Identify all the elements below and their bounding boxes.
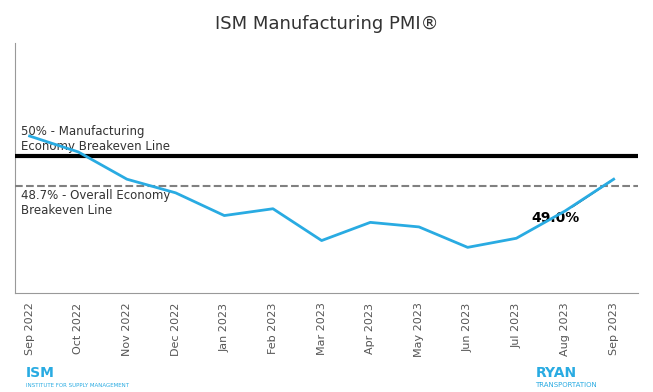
Text: 48.7% - Overall Economy
Breakeven Line: 48.7% - Overall Economy Breakeven Line bbox=[22, 189, 170, 218]
Text: RYAN: RYAN bbox=[535, 366, 577, 380]
Text: 49.0%: 49.0% bbox=[532, 181, 611, 225]
Title: ISM Manufacturing PMI®: ISM Manufacturing PMI® bbox=[215, 15, 438, 33]
Text: TRANSPORTATION: TRANSPORTATION bbox=[535, 382, 597, 388]
Text: INSTITUTE FOR SUPPLY MANAGEMENT: INSTITUTE FOR SUPPLY MANAGEMENT bbox=[26, 383, 129, 388]
Text: ISM: ISM bbox=[26, 366, 55, 380]
Text: 50% - Manufacturing
Economy Breakeven Line: 50% - Manufacturing Economy Breakeven Li… bbox=[22, 125, 170, 153]
